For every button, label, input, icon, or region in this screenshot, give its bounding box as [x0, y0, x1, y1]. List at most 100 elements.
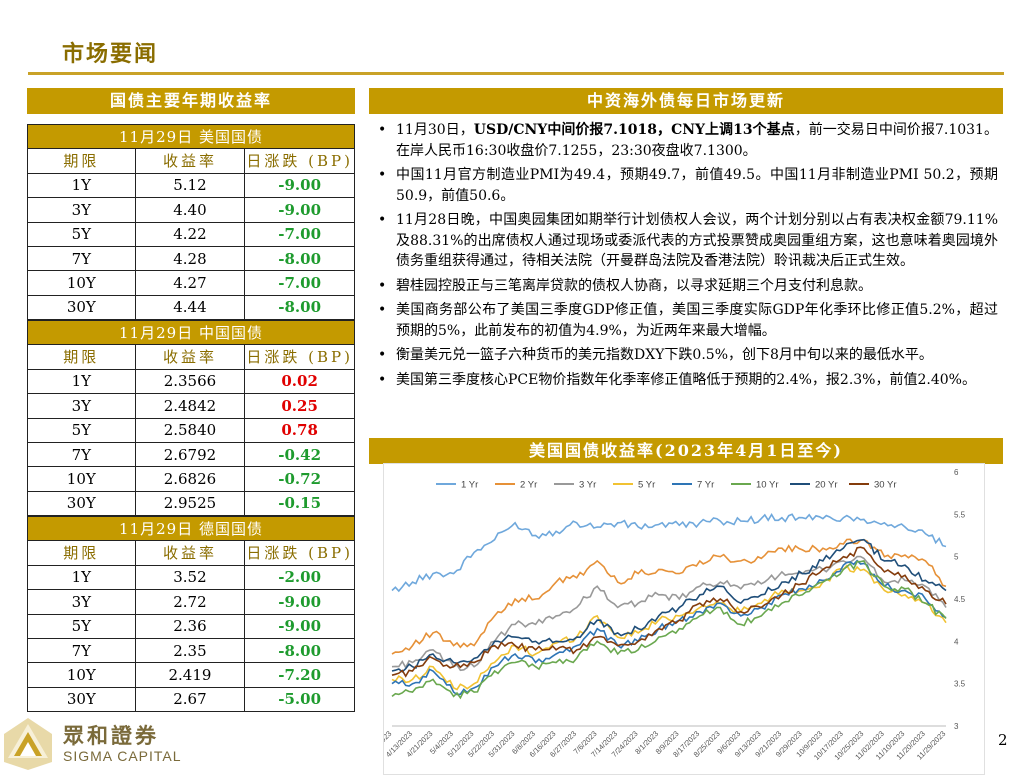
yield-cell: 2.419: [134, 662, 246, 688]
table-row: 1Y 2.3566 0.02: [27, 368, 355, 395]
section-title: 11月29日 德国国债: [27, 515, 355, 542]
page-title: 市场要闻: [62, 41, 159, 67]
legend-label: 1 Yr: [461, 480, 478, 491]
change-cell: -2.00: [244, 564, 355, 591]
news-item: 11月28日晚，中国奥园集团如期举行计划债权人会议，两个计划分别以占有表决权金额…: [372, 210, 998, 272]
sigma-capital-logo-icon: [4, 718, 52, 770]
table-row: 3Y 4.40 -9.00: [27, 197, 355, 223]
yield-cell: 2.36: [134, 613, 246, 639]
y-tick-label: 5.5: [954, 510, 966, 519]
news-item: 美国第三季度核心PCE物价指数年化季率修正值略低于预期的2.4%，报2.3%，前…: [372, 370, 998, 391]
column-header: 期限: [27, 148, 136, 174]
section-title: 11月29日 中国国债: [27, 319, 355, 346]
table-row: 7Y 2.6792 -0.42: [27, 441, 355, 468]
y-tick-label: 3: [954, 722, 959, 731]
legend-label: 30 Yr: [874, 480, 897, 491]
news-item: 美国商务部公布了美国三季度GDP修正值，美国三季度实际GDP年化季环比修正值5.…: [372, 300, 998, 341]
tenor-cell: 1Y: [27, 564, 136, 591]
tenor-cell: 3Y: [27, 197, 136, 223]
table-row: 5Y 2.5840 0.78: [27, 417, 355, 443]
tenor-cell: 5Y: [27, 613, 136, 639]
table-row: 10Y 2.419 -7.20: [27, 662, 355, 688]
tenor-cell: 30Y: [27, 490, 136, 517]
column-header: 收益率: [134, 540, 246, 566]
legend-label: 2 Yr: [520, 480, 537, 491]
news-item: 衡量美元兑一篮子六种货币的美元指数DXY下跌0.5%，创下8月中旬以来的最低水平…: [372, 345, 998, 366]
series-line-10-yr: [391, 559, 947, 700]
yield-table-2: 11月29日 德国国债 期限 收益率 日涨跌 (BP) 1Y 3.52 -2.00 3Y 2.7…: [27, 515, 355, 713]
series-line-20-yr: [391, 538, 947, 673]
table-row: 1Y 3.52 -2.00: [27, 564, 355, 591]
logo-english-name: SIGMA CAPITAL: [63, 748, 182, 764]
change-cell: -9.00: [244, 613, 355, 639]
y-tick-label: 5: [954, 553, 959, 562]
legend-label: 10 Yr: [756, 480, 779, 491]
y-tick-label: 4: [954, 637, 959, 646]
change-cell: -9.00: [244, 197, 355, 223]
y-tick-label: 6: [954, 468, 959, 477]
yield-cell: 2.4842: [134, 393, 246, 419]
tenor-cell: 30Y: [27, 686, 136, 713]
table-row: 3Y 2.4842 0.25: [27, 393, 355, 419]
y-tick-label: 4.5: [954, 595, 966, 604]
change-cell: -5.00: [244, 686, 355, 713]
yield-cell: 4.22: [134, 221, 246, 247]
yield-cell: 2.5840: [134, 417, 246, 443]
change-cell: 0.25: [244, 393, 355, 419]
legend-label: 3 Yr: [579, 480, 596, 491]
column-header: 日涨跌 (BP): [244, 540, 355, 566]
change-cell: -0.15: [244, 490, 355, 517]
column-header: 期限: [27, 540, 136, 566]
series-line-5-yr: [391, 564, 947, 691]
yield-cell: 5.12: [134, 172, 246, 199]
table-row: 30Y 4.44 -8.00: [27, 294, 355, 321]
tenor-cell: 5Y: [27, 417, 136, 443]
tenor-cell: 10Y: [27, 466, 136, 492]
table-row: 5Y 2.36 -9.00: [27, 613, 355, 639]
change-cell: -9.00: [244, 589, 355, 615]
news-item: 中国11月官方制造业PMI为49.4，预期49.7，前值49.5。中国11月非制…: [372, 165, 998, 206]
tenor-cell: 3Y: [27, 589, 136, 615]
news-list: 11月30日，USD/CNY中间价报7.1018，CNY上调13个基点，前一交易…: [372, 120, 998, 394]
column-header: 收益率: [134, 148, 246, 174]
table-row: 5Y 4.22 -7.00: [27, 221, 355, 247]
series-line-2-yr: [391, 538, 947, 655]
series-line-7-yr: [391, 559, 947, 696]
section-title: 11月29日 美国国债: [27, 123, 355, 150]
table-row: 7Y 2.35 -8.00: [27, 637, 355, 664]
column-header: 日涨跌 (BP): [244, 148, 355, 174]
change-cell: -7.20: [244, 662, 355, 688]
change-cell: -8.00: [244, 637, 355, 664]
table-row: 10Y 2.6826 -0.72: [27, 466, 355, 492]
us-treasury-yield-chart: 3 3.5 4 4.5 5 5.5 6 4/4/2023 4/13/2023 4/21/2023 5…: [366, 463, 985, 775]
title-rule: [28, 72, 1004, 75]
legend-label: 5 Yr: [638, 480, 655, 491]
yield-cell: 3.52: [134, 564, 246, 591]
tenor-cell: 1Y: [27, 368, 136, 395]
change-cell: -8.00: [244, 294, 355, 321]
yield-cell: 4.28: [134, 245, 246, 272]
tenor-cell: 30Y: [27, 294, 136, 321]
column-header: 日涨跌 (BP): [244, 344, 355, 370]
series-line-3-yr: [391, 555, 947, 672]
legend-label: 20 Yr: [815, 480, 838, 491]
yield-cell: 2.72: [134, 589, 246, 615]
news-item: 11月30日，USD/CNY中间价报7.1018，CNY上调13个基点，前一交易…: [372, 120, 998, 161]
chart-svg: 33.544.555.564/4/20234/13/20234/21/20235…: [366, 468, 966, 762]
tenor-cell: 1Y: [27, 172, 136, 199]
change-cell: -0.42: [244, 441, 355, 468]
table-row: 10Y 4.27 -7.00: [27, 270, 355, 296]
table-row: 1Y 5.12 -9.00: [27, 172, 355, 199]
y-tick-label: 3.5: [954, 680, 966, 689]
news-header: 中资海外债每日市场更新: [369, 88, 1003, 114]
yield-cell: 4.44: [134, 294, 246, 321]
tenor-cell: 7Y: [27, 245, 136, 272]
yield-cell: 2.6826: [134, 466, 246, 492]
change-cell: -7.00: [244, 270, 355, 296]
yield-cell: 2.3566: [134, 368, 246, 395]
change-cell: -0.72: [244, 466, 355, 492]
change-cell: -9.00: [244, 172, 355, 199]
yield-cell: 2.35: [134, 637, 246, 664]
tenor-cell: 7Y: [27, 441, 136, 468]
yield-table-1: 11月29日 中国国债 期限 收益率 日涨跌 (BP) 1Y 2.3566 0.02 3Y 2.…: [27, 319, 355, 517]
